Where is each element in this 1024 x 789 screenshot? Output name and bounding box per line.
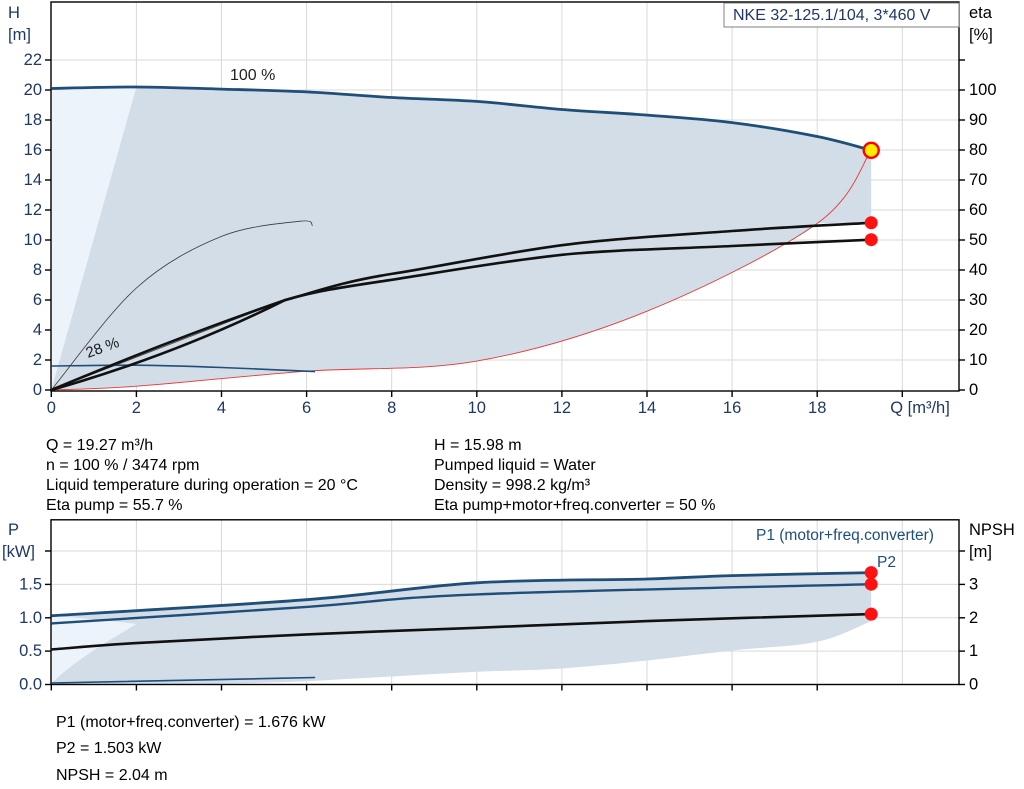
svg-text:H: H [8, 4, 20, 22]
svg-text:60: 60 [969, 201, 987, 219]
svg-text:18: 18 [808, 399, 826, 417]
svg-text:70: 70 [969, 171, 987, 189]
svg-text:P1 (motor+freq.converter): P1 (motor+freq.converter) [756, 527, 934, 544]
svg-text:2: 2 [969, 609, 978, 627]
svg-text:2: 2 [33, 351, 42, 369]
svg-text:10: 10 [969, 351, 987, 369]
svg-text:eta: eta [969, 4, 993, 22]
svg-text:0: 0 [33, 381, 42, 399]
svg-text:[kW]: [kW] [2, 543, 35, 561]
svg-text:12: 12 [24, 201, 42, 219]
svg-text:0: 0 [969, 381, 978, 399]
svg-text:10: 10 [468, 399, 486, 417]
svg-text:Q [m³/h]: Q [m³/h] [890, 399, 950, 417]
svg-text:3: 3 [969, 575, 978, 593]
svg-text:100 %: 100 % [230, 67, 275, 84]
svg-text:0.0: 0.0 [19, 676, 42, 694]
svg-text:10: 10 [24, 231, 42, 249]
svg-text:16: 16 [723, 399, 741, 417]
svg-text:100: 100 [969, 81, 997, 99]
svg-text:0.5: 0.5 [19, 642, 42, 660]
svg-text:18: 18 [24, 111, 42, 129]
svg-text:[m]: [m] [969, 543, 992, 561]
svg-text:NPSH: NPSH [969, 521, 1015, 539]
svg-text:NKE 32-125.1/104, 3*460 V: NKE 32-125.1/104, 3*460 V [733, 7, 931, 24]
svg-text:50: 50 [969, 231, 987, 249]
svg-text:2: 2 [132, 399, 141, 417]
svg-text:8: 8 [33, 261, 42, 279]
svg-text:1.0: 1.0 [19, 609, 42, 627]
svg-text:14: 14 [24, 171, 42, 189]
svg-text:14: 14 [638, 399, 656, 417]
svg-text:[%]: [%] [969, 26, 993, 44]
svg-text:6: 6 [302, 399, 311, 417]
svg-text:4: 4 [217, 399, 226, 417]
svg-text:40: 40 [969, 261, 987, 279]
svg-text:6: 6 [33, 291, 42, 309]
svg-text:0: 0 [47, 399, 56, 417]
svg-text:P: P [8, 521, 19, 539]
svg-text:4: 4 [33, 321, 42, 339]
svg-text:12: 12 [553, 399, 571, 417]
svg-text:1.5: 1.5 [19, 575, 42, 593]
svg-text:8: 8 [387, 399, 396, 417]
svg-text:P2: P2 [877, 554, 896, 571]
svg-text:22: 22 [24, 51, 42, 69]
svg-text:20: 20 [969, 321, 987, 339]
svg-text:30: 30 [969, 291, 987, 309]
svg-text:0: 0 [969, 676, 978, 694]
svg-text:80: 80 [969, 141, 987, 159]
svg-text:20: 20 [24, 81, 42, 99]
svg-text:90: 90 [969, 111, 987, 129]
svg-text:1: 1 [969, 642, 978, 660]
svg-text:[m]: [m] [8, 26, 31, 44]
svg-text:16: 16 [24, 141, 42, 159]
